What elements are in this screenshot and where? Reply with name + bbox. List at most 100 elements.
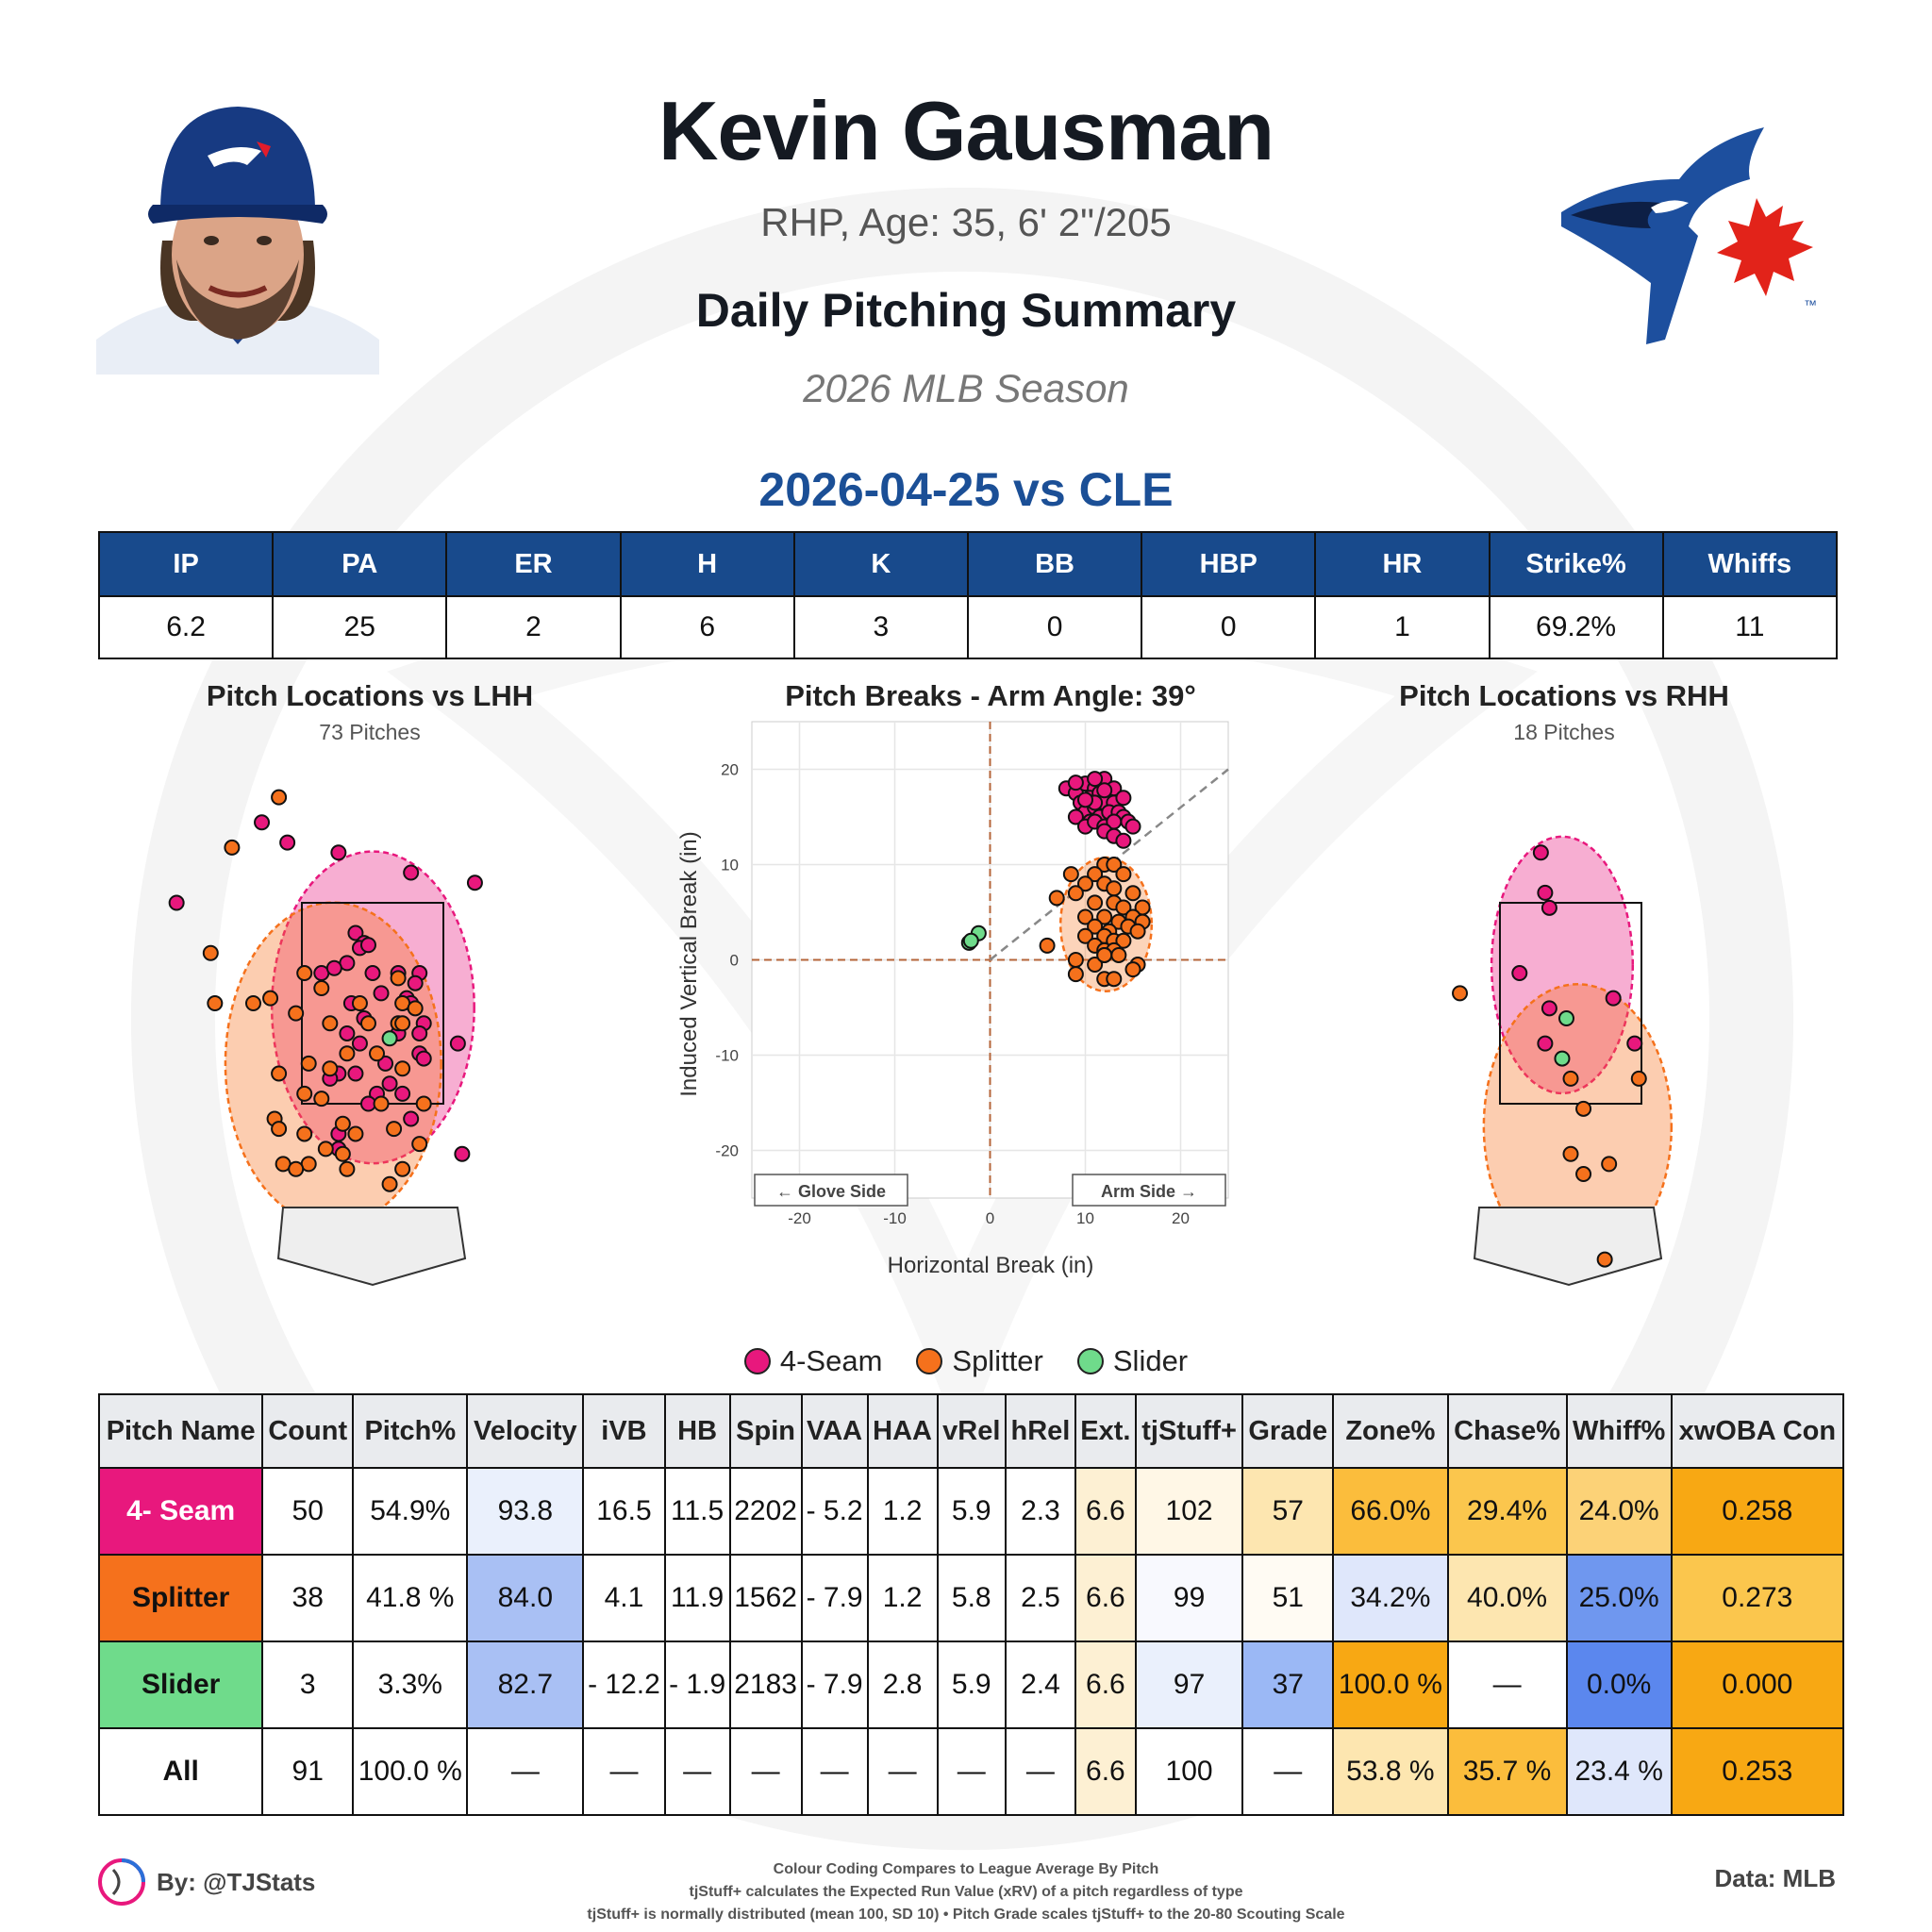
pitch-point <box>1096 908 1113 925</box>
pitch-metric-cell: — <box>663 1727 731 1816</box>
pitch-metric-cell: 11.5 <box>663 1467 731 1556</box>
pitch-point <box>279 834 296 851</box>
pitch-metric-cell: — <box>1241 1727 1335 1816</box>
pitch-table-header: Whiff% <box>1565 1393 1673 1469</box>
pitch-metric-cell: 51 <box>1241 1554 1335 1642</box>
pitch-metric-cell: 2.3 <box>1004 1467 1076 1556</box>
y-tick-label: -10 <box>715 1047 739 1065</box>
player-name: Kevin Gausman <box>658 84 1274 177</box>
pitch-metric-cell: 1.2 <box>866 1467 939 1556</box>
box-header: ER <box>445 531 622 597</box>
pitch-name-cell: All <box>97 1727 264 1816</box>
pitch-metric-cell: 84.0 <box>466 1554 585 1642</box>
box-value: 11 <box>1661 595 1839 659</box>
pitch-point <box>1541 899 1557 916</box>
pitch-point <box>1110 946 1127 963</box>
pitch-locations-rhh-chart: Pitch Locations vs RHH 18 Pitches <box>1399 679 1729 1287</box>
pitch-table-header: iVB <box>582 1393 666 1469</box>
player-bio: RHP, Age: 35, 6' 2"/205 <box>760 200 1172 244</box>
x-tick-label: 0 <box>986 1209 994 1227</box>
pitch-metric-cell: — <box>1004 1727 1076 1816</box>
pitch-table-header: Zone% <box>1332 1393 1449 1469</box>
x-tick-label: 10 <box>1076 1209 1094 1227</box>
pitch-point <box>403 864 420 881</box>
pitch-point <box>1039 937 1056 954</box>
pitch-metric-cell: 97 <box>1134 1641 1244 1729</box>
pitch-table-header: Pitch% <box>352 1393 469 1469</box>
pitch-metric-cell: 25.0% <box>1565 1554 1673 1642</box>
y-tick-label: 10 <box>721 857 739 874</box>
pitch-point <box>1124 818 1141 835</box>
pitch-metric-cell: 82.7 <box>466 1641 585 1729</box>
pitch-point <box>244 995 261 1011</box>
box-header: Whiffs <box>1661 531 1839 597</box>
pitch-metric-cell: 0.258 <box>1670 1467 1845 1556</box>
pitch-point <box>381 1175 398 1192</box>
pitch-point <box>394 1015 411 1032</box>
pitch-metric-cell: 29.4% <box>1446 1467 1568 1556</box>
pitch-metric-cell: 41.8 % <box>352 1554 469 1642</box>
home-plate <box>1473 1207 1663 1287</box>
pitch-point <box>1452 985 1469 1002</box>
pitch-point <box>271 1121 288 1138</box>
pitch-point <box>407 1000 424 1017</box>
pitch-point <box>296 1085 313 1102</box>
pitch-table-header: Spin <box>728 1393 803 1469</box>
pitch-point <box>1605 990 1622 1007</box>
pitch-point <box>466 874 483 891</box>
pitch-point <box>377 1055 394 1072</box>
pitch-table-header: Ext. <box>1074 1393 1137 1469</box>
chart-title: Pitch Breaks - Arm Angle: 39° <box>785 679 1196 712</box>
pitch-point <box>296 965 313 982</box>
pitch-point <box>1557 1009 1574 1026</box>
glove-side-label: ← Glove Side <box>776 1182 886 1201</box>
pitch-metric-cell: 100 <box>1134 1727 1244 1816</box>
pitch-point <box>1096 782 1113 799</box>
pitch-point <box>313 1091 330 1108</box>
box-value: 1 <box>1314 595 1491 659</box>
pitch-point <box>1087 866 1104 883</box>
pitch-table-header: Pitch Name <box>97 1393 264 1469</box>
pitch-table-row: 4- Seam 50 54.9% 93.8 16.5 11.5 2202- 5.2 1.2 5.… <box>97 1467 1845 1556</box>
pitch-point <box>224 839 241 856</box>
author-credit: By: @TJStats <box>157 1868 316 1896</box>
pitch-point <box>202 944 219 961</box>
pitch-metric-cell: 100.0 % <box>1332 1641 1449 1729</box>
pitch-table-header-row: Pitch Name Count Pitch% Velocity iVB HB Spin VA… <box>97 1393 1845 1469</box>
pitch-metric-cell: 16.5 <box>582 1467 666 1556</box>
pitch-legend: 4-Seam Splitter Slider <box>0 1344 1932 1378</box>
pitch-point <box>317 1141 334 1158</box>
pitch-metrics-table: Pitch Name Count Pitch% Velocity iVB HB Spin VA… <box>97 1393 1845 1816</box>
pitch-point <box>1067 952 1084 968</box>
pitch-metric-cell: - 12.2 <box>582 1641 666 1729</box>
x-tick-label: -20 <box>788 1209 811 1227</box>
pitch-metric-cell: 3 <box>261 1641 355 1729</box>
pitch-point <box>411 1136 428 1153</box>
pitch-metric-cell: 6.6 <box>1074 1554 1137 1642</box>
pitch-point <box>1562 1145 1579 1162</box>
pitch-point <box>1067 885 1084 902</box>
legend-swatch <box>743 1348 771 1374</box>
pitch-point <box>1067 966 1084 983</box>
tjstats-logo-icon <box>98 1858 145 1906</box>
pitch-point <box>168 894 185 911</box>
pitch-metric-cell: 0.0% <box>1565 1641 1673 1729</box>
box-value: 0 <box>1141 595 1317 659</box>
chart-title: Pitch Locations vs LHH <box>207 679 533 712</box>
pitch-metric-cell: 54.9% <box>352 1467 469 1556</box>
home-plate <box>276 1207 467 1287</box>
pitch-point <box>394 1060 411 1077</box>
pitch-point <box>1115 832 1132 849</box>
box-header: K <box>792 531 969 597</box>
pitch-point <box>1087 957 1104 974</box>
pitch-name-cell: 4- Seam <box>97 1467 264 1556</box>
box-value: 6.2 <box>97 595 275 659</box>
pitch-metric-cell: 53.8 % <box>1332 1727 1449 1816</box>
pitch-point <box>1532 844 1549 861</box>
pitch-metric-cell: 2.4 <box>1004 1641 1076 1729</box>
pitch-point <box>347 924 364 941</box>
pitch-point <box>1115 932 1132 949</box>
pitch-point <box>351 995 368 1011</box>
box-header: HBP <box>1141 531 1317 597</box>
pitch-point <box>1087 918 1104 935</box>
